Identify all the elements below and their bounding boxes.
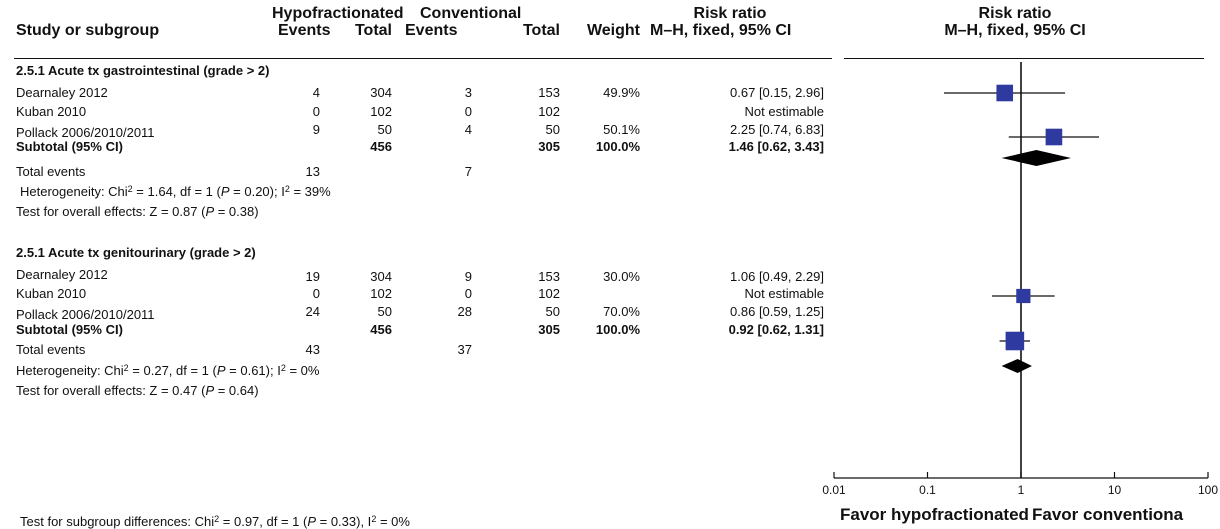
heterogeneity-text: Heterogeneity: Chi2 = 0.27, df = 1 (P = …	[16, 363, 320, 378]
risk-ratio-plot-header: Risk ratio	[978, 5, 1052, 22]
total2: 102	[538, 286, 560, 301]
total-events-label: Total events	[16, 164, 86, 179]
events2: 0	[464, 104, 472, 119]
subtotal-label: Subtotal (95% CI)	[16, 322, 123, 337]
events2-header: Events	[405, 22, 458, 39]
events2: 4	[464, 122, 472, 137]
x-tick-label: 10	[1108, 483, 1122, 497]
total-events1: 13	[305, 164, 320, 179]
header-rule-right	[844, 58, 1204, 59]
events1: 9	[312, 122, 320, 137]
study-name: Pollack 2006/2010/2011	[16, 307, 155, 322]
weight: 70.0%	[603, 304, 640, 319]
overall-effect-text: Test for overall effects: Z = 0.47 (P = …	[16, 383, 259, 398]
group1-header: Hypofractionated	[272, 5, 404, 22]
header-rule-left	[14, 58, 832, 59]
subtotal-label: Subtotal (95% CI)	[16, 139, 123, 154]
events2: 9	[464, 269, 472, 284]
total-events2: 7	[464, 164, 472, 179]
total1: 304	[370, 85, 392, 100]
subtotal-total2: 305	[538, 322, 560, 337]
ci-text: Not estimable	[744, 286, 824, 301]
study-name: Kuban 2010	[16, 104, 87, 119]
study-name: Pollack 2006/2010/2011	[16, 125, 155, 140]
ci-text: 0.86 [0.59, 1.25]	[730, 304, 824, 319]
x-tick-label: 0.1	[919, 483, 936, 497]
total1: 304	[370, 269, 392, 284]
study-column-header: Study or subgroup	[16, 22, 160, 39]
study-square	[1016, 288, 1031, 304]
total1: 102	[370, 104, 392, 119]
subtotal-ci: 1.46 [0.62, 3.43]	[728, 139, 824, 154]
subtotal-total2: 305	[538, 139, 560, 154]
total1: 50	[377, 122, 392, 137]
subtotal-total1: 456	[370, 322, 392, 337]
events1: 24	[305, 304, 320, 319]
study-square	[1005, 331, 1025, 351]
study-name: Dearnaley 2012	[16, 267, 108, 282]
events1-header: Events	[278, 22, 331, 39]
method-plot-header: M–H, fixed, 95% CI	[944, 22, 1086, 39]
total2: 153	[538, 269, 560, 284]
favor-right-label: Favor conventiona	[1032, 505, 1184, 524]
subgroup-title: 2.5.1 Acute tx genitourinary (grade > 2)	[16, 245, 256, 260]
overall-effect-text: Test for overall effects: Z = 0.87 (P = …	[16, 204, 259, 219]
events1: 0	[312, 286, 320, 301]
method-header: M–H, fixed, 95% CI	[650, 22, 792, 39]
subtotal-diamond	[1001, 359, 1032, 373]
total2: 50	[545, 304, 560, 319]
study-name: Dearnaley 2012	[16, 85, 108, 100]
total2: 50	[545, 122, 560, 137]
subgroup-differences-text: Test for subgroup differences: Chi2 = 0.…	[20, 514, 410, 529]
weight: 50.1%	[603, 122, 640, 137]
x-tick-label: 0.01	[822, 483, 846, 497]
x-tick-label: 1	[1018, 483, 1025, 497]
events1: 0	[312, 104, 320, 119]
ci-text: 2.25 [0.74, 6.83]	[730, 122, 824, 137]
subtotal-weight: 100.0%	[595, 322, 640, 337]
ci-text: 0.67 [0.15, 2.96]	[730, 85, 824, 100]
x-tick-label: 100	[1198, 483, 1218, 497]
total-events2: 37	[457, 342, 472, 357]
events1: 19	[305, 269, 320, 284]
heterogeneity-text: Heterogeneity: Chi2 = 1.64, df = 1 (P = …	[20, 184, 331, 199]
events1: 4	[312, 85, 320, 100]
total-events-label: Total events	[16, 342, 86, 357]
group2-header: Conventional	[420, 5, 522, 22]
study-name: Kuban 2010	[16, 286, 87, 301]
weight: 49.9%	[603, 85, 640, 100]
total1-header: Total	[354, 22, 392, 39]
total2-header: Total	[522, 22, 560, 39]
weight-header: Weight	[586, 22, 640, 39]
subtotal-weight: 100.0%	[595, 139, 640, 154]
study-square	[1045, 128, 1063, 146]
ci-text: Not estimable	[744, 104, 824, 119]
weight: 30.0%	[603, 269, 640, 284]
total2: 102	[538, 104, 560, 119]
events2: 28	[457, 304, 472, 319]
subtotal-diamond	[1001, 150, 1072, 166]
risk-ratio-header: Risk ratio	[693, 5, 767, 22]
total-events1: 43	[305, 342, 320, 357]
total2: 153	[538, 85, 560, 100]
total1: 102	[370, 286, 392, 301]
study-square	[996, 84, 1014, 102]
favor-left-label: Favor hypofractionated	[840, 505, 1029, 524]
events2: 0	[464, 286, 472, 301]
ci-text: 1.06 [0.49, 2.29]	[730, 269, 824, 284]
subgroup-title: 2.5.1 Acute tx gastrointestinal (grade >…	[16, 63, 270, 78]
subtotal-ci: 0.92 [0.62, 1.31]	[728, 322, 824, 337]
events2: 3	[464, 85, 472, 100]
subtotal-total1: 456	[370, 139, 392, 154]
total1: 50	[377, 304, 392, 319]
